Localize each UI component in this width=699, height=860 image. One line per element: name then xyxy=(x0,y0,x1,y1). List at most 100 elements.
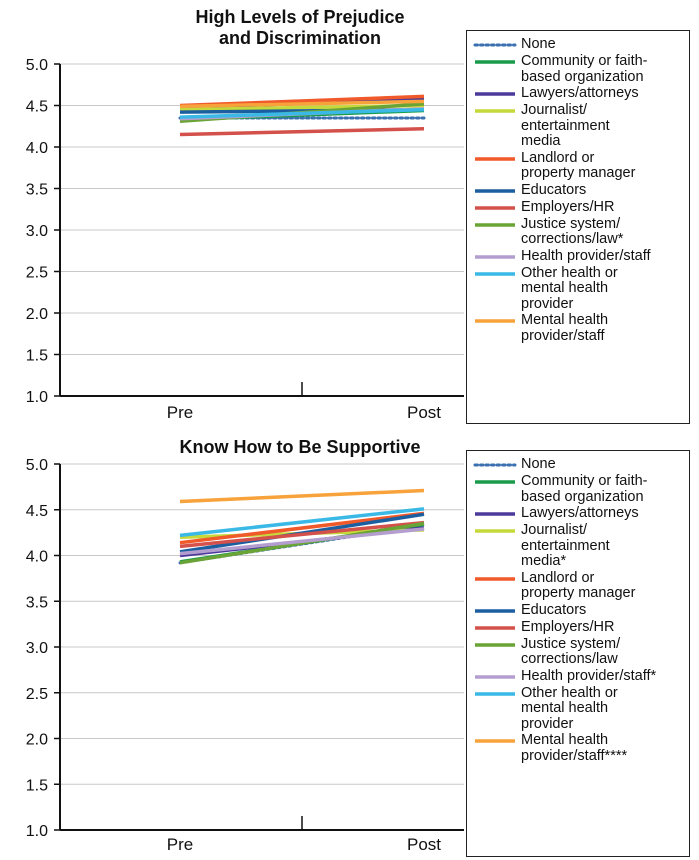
series-line-8 xyxy=(179,527,425,556)
legend-swatch xyxy=(475,480,515,484)
x-tick-label: Pre xyxy=(167,835,193,854)
chart-title: High Levels of Prejudice and Discriminat… xyxy=(195,7,405,48)
y-tick-label: 1.0 xyxy=(26,823,48,840)
legend-label: Health provider/staff* xyxy=(521,667,657,684)
legend-label: Justice system/ corrections/law* xyxy=(521,215,624,247)
y-tick-label: 3.5 xyxy=(26,182,48,199)
legend-label: Community or faith- based organization xyxy=(521,473,648,505)
legend-label: Health provider/staff xyxy=(521,247,651,264)
legend-item: Lawyers/attorneys xyxy=(467,85,689,102)
legend-label: Educators xyxy=(521,601,587,618)
legend-swatch xyxy=(475,642,515,647)
plot-area: 5.0 4.5 4.0 3.5 3.0 2.5 2.0 1.5 1.0 Pre Post xyxy=(26,57,464,422)
legend-label: Community or faith- based organization xyxy=(521,53,648,85)
legend-label: Mental health provider/staff**** xyxy=(521,732,628,764)
legend-label: Other health or mental health provider xyxy=(521,264,618,312)
legend-label: Educators xyxy=(521,181,587,198)
series-line-7 xyxy=(179,521,425,565)
legend-item: None xyxy=(467,456,689,473)
y-tick-label: 2.0 xyxy=(26,306,48,323)
legend-swatch xyxy=(473,43,517,47)
legend-swatch xyxy=(475,512,515,516)
legend-item: None xyxy=(467,36,689,53)
legend-swatch xyxy=(475,254,515,259)
legend-swatch xyxy=(475,271,515,276)
legend-swatch xyxy=(475,319,515,323)
y-tick-label: 1.5 xyxy=(26,348,48,365)
legend-label: Lawyers/attorneys xyxy=(521,85,639,101)
legend-swatch xyxy=(473,463,517,467)
y-tick-label: 1.0 xyxy=(26,389,48,406)
legend-swatch xyxy=(475,529,515,533)
legend-swatch xyxy=(475,674,515,679)
legend-swatch xyxy=(475,222,515,227)
legend-label: Other health or mental health provider xyxy=(521,684,618,732)
legend-label: None xyxy=(521,36,556,52)
legend-label: Journalist/ entertainment media* xyxy=(521,522,610,569)
legend-item: Community or faith- based organization xyxy=(467,473,689,505)
legend-label: Lawyers/attorneys xyxy=(521,505,639,521)
legend-item: Justice system/ corrections/law xyxy=(467,635,689,668)
y-tick-label: 4.0 xyxy=(26,140,48,157)
legend-swatch xyxy=(475,576,515,581)
legend-item: Journalist/ entertainment media xyxy=(467,102,689,150)
legend-swatch xyxy=(475,156,515,161)
legend-swatch xyxy=(475,92,515,96)
legend-label: Landlord or property manager xyxy=(521,569,636,601)
y-tick-label: 3.0 xyxy=(26,223,48,240)
y-tick-label: 3.0 xyxy=(26,640,48,657)
legend-label: Justice system/ corrections/law xyxy=(521,635,621,667)
y-tick-label: 3.5 xyxy=(26,594,48,611)
legend-item: Employers/HR xyxy=(467,198,689,216)
legend-swatch xyxy=(475,205,515,210)
legend-swatch xyxy=(475,109,515,113)
chart-panel-prejudice: High Levels of Prejudice and Discriminat… xyxy=(26,7,690,424)
series-line-9 xyxy=(179,107,425,119)
y-tick-label: 5.0 xyxy=(26,457,48,474)
legend-item: Lawyers/attorneys xyxy=(467,505,689,522)
legend: None Community or faith- based organizati… xyxy=(466,450,690,857)
legend-item: Educators xyxy=(467,181,689,199)
legend-label: Mental health provider/staff xyxy=(521,312,609,344)
legend-item: Journalist/ entertainment media* xyxy=(467,522,689,570)
y-tick-label: 4.5 xyxy=(26,503,48,520)
series-line-10 xyxy=(179,488,425,504)
series-line-10 xyxy=(179,99,425,109)
legend-label: Landlord or property manager xyxy=(521,149,636,181)
y-tick-label: 2.0 xyxy=(26,732,48,749)
chart-panel-supportive: Know How to Be Supportive 5.0 4.5 4.0 3.5 3.… xyxy=(0,430,699,860)
legend-item: Employers/HR xyxy=(467,619,689,636)
series-line-4 xyxy=(179,511,425,545)
legend-swatch xyxy=(475,60,515,64)
legend-item: Mental health provider/staff**** xyxy=(467,732,689,764)
legend-item: Justice system/ corrections/law* xyxy=(467,215,689,248)
legend-swatch xyxy=(475,691,515,696)
y-tick-label: 5.0 xyxy=(26,57,48,74)
x-tick-label: Post xyxy=(407,403,441,422)
plot-area: 5.0 4.5 4.0 3.5 3.0 2.5 2.0 1.5 1.0 Pre Post xyxy=(26,457,464,854)
legend-item: Other health or mental health provider xyxy=(467,264,689,313)
legend-swatch xyxy=(475,625,515,630)
legend-item: Other health or mental health provider xyxy=(467,684,689,733)
series-line-6 xyxy=(179,126,425,137)
legend-item: Health provider/staff* xyxy=(467,667,689,685)
y-tick-label: 4.5 xyxy=(26,99,48,116)
series-line-6 xyxy=(179,520,425,549)
y-tick-label: 1.5 xyxy=(26,777,48,794)
series-line-9 xyxy=(179,507,425,538)
x-tick-label: Post xyxy=(407,835,441,854)
legend-label: Journalist/ entertainment media xyxy=(521,102,610,149)
legend-item: Educators xyxy=(467,601,689,619)
legend-label: None xyxy=(521,456,556,472)
y-tick-label: 2.5 xyxy=(26,686,48,703)
y-tick-label: 4.0 xyxy=(26,549,48,566)
legend-label: Employers/HR xyxy=(521,198,615,215)
legend-swatch xyxy=(475,188,515,193)
legend: None Community or faith- based organizati… xyxy=(466,30,690,424)
x-tick-label: Pre xyxy=(167,403,193,422)
legend-item: Community or faith- based organization xyxy=(467,53,689,85)
legend-item: Landlord or property manager xyxy=(467,149,689,182)
legend-item: Landlord or property manager xyxy=(467,569,689,602)
chart-title: Know How to Be Supportive xyxy=(179,437,421,457)
legend-swatch xyxy=(475,608,515,613)
